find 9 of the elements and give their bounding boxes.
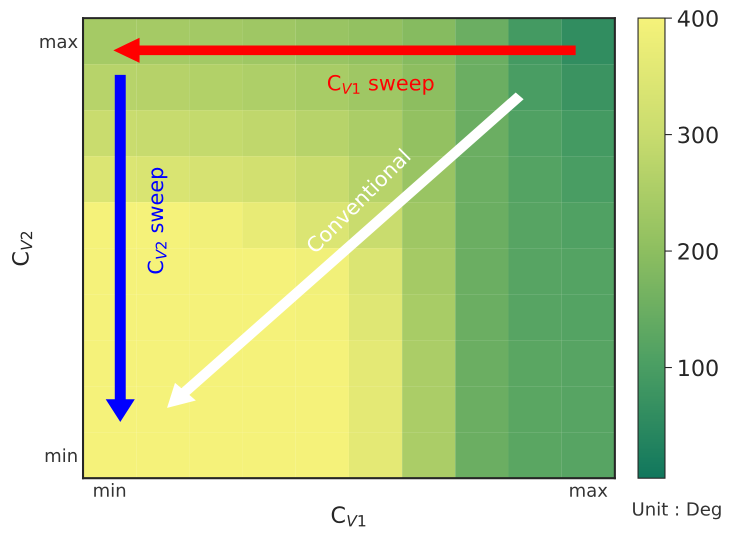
annotation: C$_{V2}$ sweep [148, 168, 168, 274]
color-bar-label: 100 [679, 359, 718, 376]
text: Unit : Deg [633, 502, 721, 520]
color-bar-label: 400 [678, 10, 718, 27]
y-axis-title: C$_{V2}$ [12, 232, 32, 266]
x-axis-title: C$_{V1}$ [332, 506, 366, 526]
color-bar-label: 200 [678, 243, 718, 260]
color-bar-label: 300 [678, 126, 718, 144]
annotation: C$_{V1}$ sweep [328, 74, 434, 95]
